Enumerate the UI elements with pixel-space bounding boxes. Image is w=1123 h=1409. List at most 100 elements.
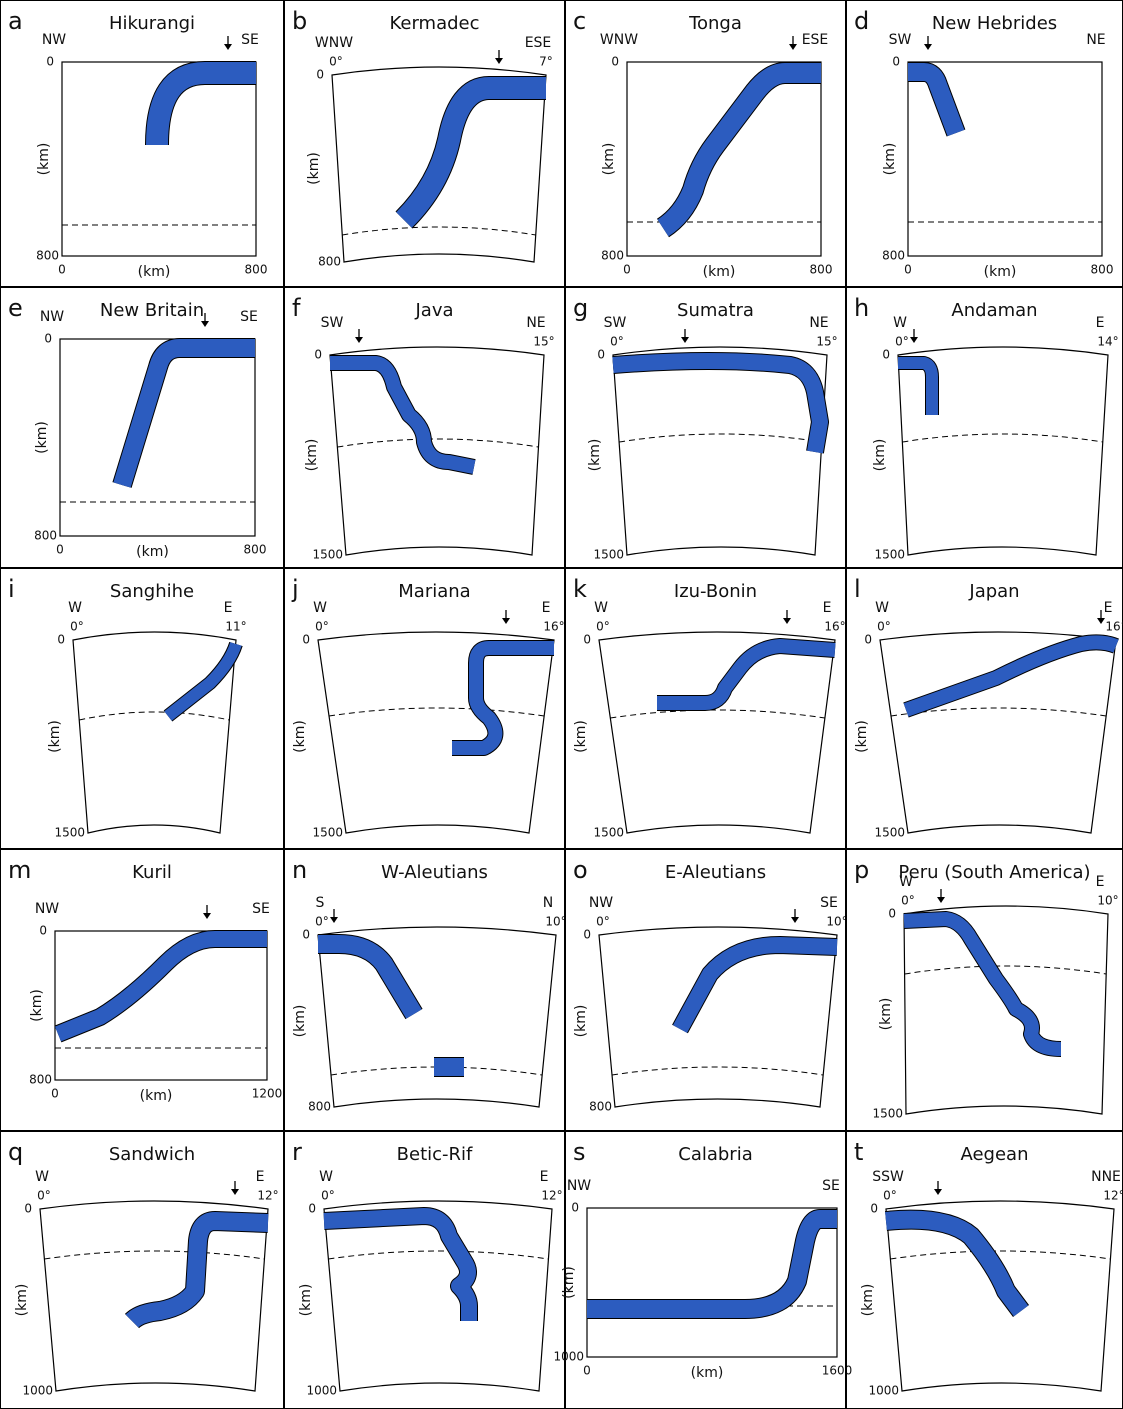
panel: nW-AleutiansSN0°10°0800(km) [284,849,567,1131]
panel: kIzu-BoninWE0°16°01500(km) [565,568,846,849]
depth-bottom: 1500 [312,548,343,562]
depth-bottom: 1000 [306,1384,337,1398]
angle-end: 12° [541,1189,562,1203]
x-end: 800 [810,263,833,277]
dir-left: SSW [872,1169,904,1185]
slab [886,1220,1021,1311]
trench-arrow-head [681,337,689,343]
angle-end: 16° [1105,620,1123,634]
depth-unit: (km) [872,439,888,472]
x-start: 0 [904,263,912,277]
slab [680,945,837,1029]
x-unit: (km) [984,264,1017,280]
boundary-660 [329,708,544,716]
dir-right: E [823,600,832,616]
depth-unit: (km) [306,152,322,185]
slab [324,1216,469,1321]
angle-start: 0° [596,915,610,929]
dir-left: W [68,600,82,616]
trench-arrow-head [201,321,209,327]
section-frame [613,347,827,555]
angle-start: 0° [321,1189,335,1203]
depth-bottom: 800 [589,1100,612,1114]
depth-top: 0 [864,633,872,647]
slab [906,642,1116,710]
panel-title: New Britain [100,300,204,321]
boundary-660 [612,1067,823,1075]
dir-left: WNW [315,35,353,51]
depth-top: 0 [24,1202,32,1216]
trench-arrow-head [910,337,918,343]
dir-left: NW [35,901,59,917]
depth-top: 0 [302,633,310,647]
x-unit: (km) [691,1365,724,1381]
dir-right: SE [822,1178,840,1194]
panel-title: Sandwich [109,1144,195,1165]
angle-start: 0° [315,915,329,929]
panel-border [846,849,1123,1131]
x-end: 800 [244,543,267,557]
panel-letter: r [292,1138,302,1166]
depth-top: 0 [571,1201,579,1215]
slab [168,644,236,716]
dir-left: SW [321,315,344,331]
x-start: 0 [58,263,66,277]
dir-right: N [543,895,553,911]
angle-end: 12° [257,1189,278,1203]
panel-letter: i [8,575,15,603]
depth-top: 0 [46,55,54,69]
depth-unit: (km) [601,143,617,176]
slab [404,88,546,220]
panel-letter: q [8,1138,23,1166]
panel-title: Sanghihe [110,581,194,602]
angle-start: 0° [610,335,624,349]
angle-start: 0° [883,1189,897,1203]
slab [318,944,464,1067]
dir-right: ESE [802,32,829,48]
angle-end: 14° [1097,335,1118,349]
angle-end: 15° [533,335,554,349]
depth-unit: (km) [561,1266,577,1299]
dir-left: W [319,1169,333,1185]
dir-right: E [540,1169,549,1185]
depth-unit: (km) [34,421,50,454]
boundary-660 [337,439,538,447]
depth-top: 0 [316,68,324,82]
depth-unit: (km) [36,143,52,176]
figure: aHikurangiNWSE0(km)8000800(km)bKermadecW… [0,0,1123,1409]
slab [157,73,256,145]
boundary-660 [610,710,825,718]
panel-letter: k [573,575,587,603]
panel: jMarianaWE0°16°01500(km) [284,568,565,849]
panel-title: E-Aleutians [665,862,766,883]
section-frame [904,906,1108,1114]
dir-left: W [875,600,889,616]
depth-unit: (km) [292,720,308,753]
depth-bottom: 1500 [593,548,624,562]
x-unit: (km) [703,264,736,280]
panel-title: W-Aleutians [381,862,488,883]
panel: tAegeanSSWNNE0°12°01000(km) [846,1131,1123,1409]
panel-title: New Hebrides [932,13,1057,34]
boundary-660 [342,227,535,235]
depth-bottom: 800 [318,255,341,269]
dir-right: E [1096,874,1105,890]
angle-end: 11° [225,620,246,634]
depth-top: 0 [611,55,619,69]
trench-arrow-head [1097,618,1105,624]
angle-end: 10° [1097,894,1118,908]
panel-title: Peru (South America) [898,862,1090,883]
depth-bottom: 1500 [874,826,905,840]
section-frame [599,632,835,833]
x-end: 800 [245,263,268,277]
angle-end: 16° [824,620,845,634]
dir-right: NE [526,315,545,331]
depth-unit: (km) [304,439,320,472]
dir-left: W [35,1169,49,1185]
depth-unit: (km) [292,1005,308,1038]
panel-letter: n [292,856,307,884]
